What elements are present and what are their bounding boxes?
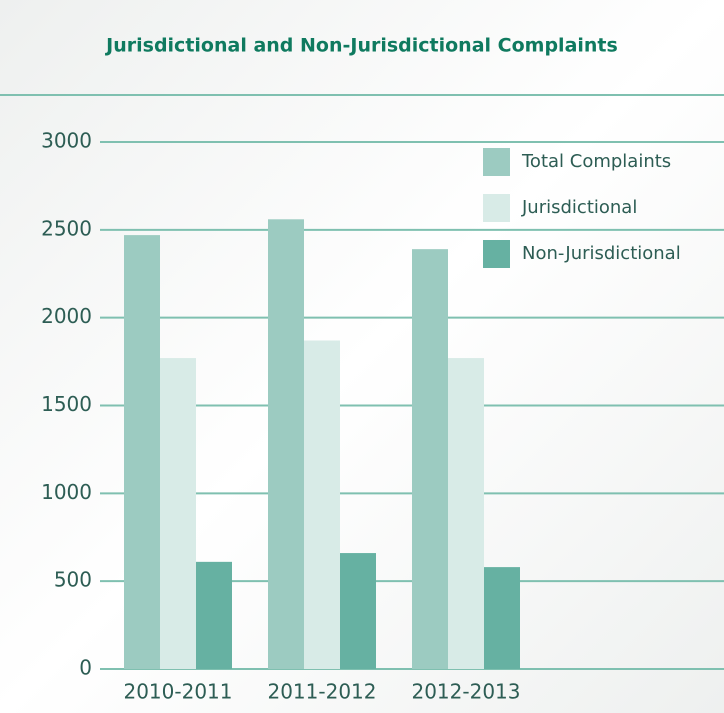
y-tick-label: 1500 <box>41 392 92 416</box>
y-tick-label: 3000 <box>41 129 92 153</box>
chart-title: Jurisdictional and Non-Jurisdictional Co… <box>104 35 618 57</box>
legend-swatch <box>483 148 510 176</box>
legend-swatch <box>483 240 510 268</box>
y-tick-label: 2500 <box>41 216 92 240</box>
legend-label: Non-Jurisdictional <box>522 243 681 264</box>
y-tick-label: 1000 <box>41 480 92 504</box>
y-tick-label: 2000 <box>41 304 92 328</box>
bar <box>448 358 484 669</box>
legend-label: Jurisdictional <box>521 197 637 218</box>
bar <box>268 219 304 669</box>
bar <box>160 358 196 669</box>
y-tick-label: 0 <box>79 656 92 680</box>
y-tick-label: 500 <box>54 568 92 592</box>
legend-swatch <box>483 194 510 222</box>
bar <box>412 249 448 669</box>
x-tick-label: 2011-2012 <box>267 680 376 704</box>
bar <box>484 567 520 669</box>
bar <box>124 235 160 669</box>
x-tick-label: 2010-2011 <box>123 680 232 704</box>
x-tick-label: 2012-2013 <box>411 680 520 704</box>
bar <box>304 340 340 669</box>
bar <box>340 553 376 669</box>
bar <box>196 561 232 669</box>
legend-label: Total Complaints <box>521 151 671 172</box>
